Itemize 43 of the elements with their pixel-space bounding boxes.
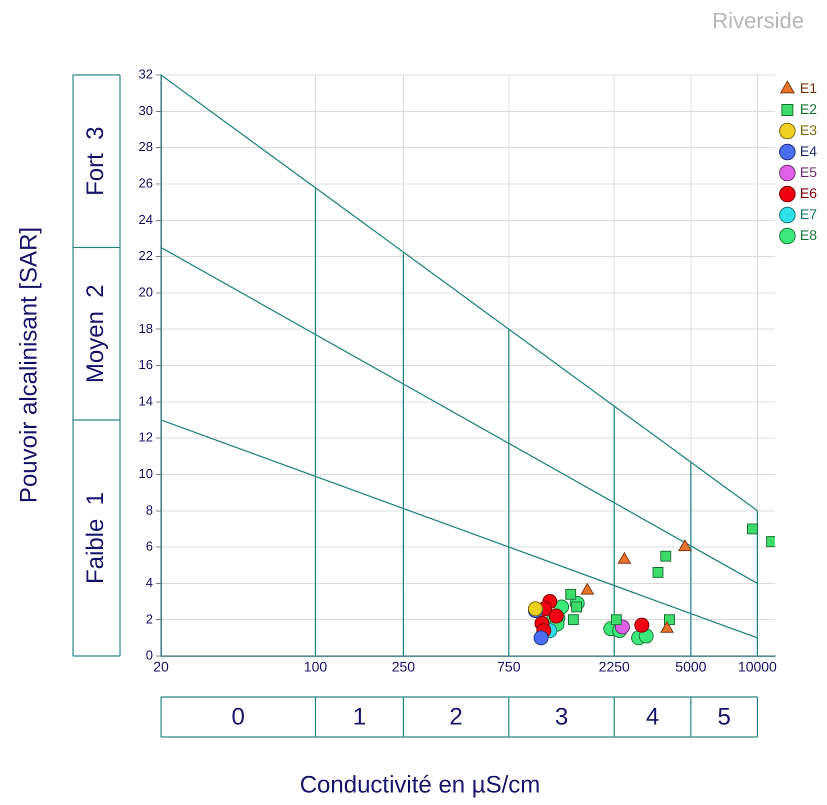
y-tick-label: 2: [146, 611, 153, 626]
legend-label: E5: [800, 164, 818, 180]
text: Fort 3: [82, 126, 110, 196]
y-tick-label: 32: [138, 66, 153, 82]
x-tick-label: 750: [497, 658, 521, 674]
legend-label: E2: [800, 100, 818, 117]
y-tick-label: 22: [138, 248, 153, 264]
y-tick-label: 18: [138, 320, 153, 336]
legend-label: E4: [800, 142, 818, 159]
legend-label: E6: [800, 184, 818, 201]
legend-label: E8: [800, 226, 818, 243]
y-tick-label: 8: [146, 502, 153, 518]
x-tick-label: 5000: [675, 658, 707, 674]
text: 5: [717, 704, 731, 731]
legend-label: E1: [800, 80, 818, 96]
chart-title: Riverside: [712, 8, 804, 34]
text: 1: [352, 704, 366, 731]
text: 2: [449, 704, 463, 731]
y-tick-label: 16: [138, 357, 153, 372]
text: 0: [232, 704, 245, 731]
y-tick-label: 20: [138, 284, 153, 300]
x-tick-label: 250: [392, 658, 416, 674]
x-tick-label: 10000: [738, 658, 778, 674]
y-tick-label: 0: [146, 648, 153, 663]
x-tick-label: 2250: [598, 658, 630, 674]
legend-label: E7: [800, 206, 818, 222]
y-tick-label: 26: [138, 176, 153, 191]
y-tick-label: 14: [138, 393, 153, 408]
y-tick-label: 4: [146, 574, 153, 590]
x-axis-title: Conductivité en µS/cm: [300, 772, 540, 799]
legend-label: E3: [800, 122, 818, 138]
y-tick-label: 30: [138, 102, 153, 118]
y-tick-label: 28: [138, 139, 153, 154]
text: 3: [554, 704, 568, 731]
y-tick-label: 6: [146, 538, 153, 554]
y-axis-title: Pouvoir alcalinisant [SAR]: [16, 226, 43, 504]
text: Moyen 2: [82, 284, 110, 384]
y-tick-label: 10: [138, 466, 153, 482]
x-tick-label: 100: [304, 658, 328, 674]
text: Faible 1: [82, 492, 110, 584]
y-tick-label: 12: [138, 430, 153, 445]
y-tick-label: 24: [138, 212, 153, 227]
text: 4: [646, 704, 660, 731]
